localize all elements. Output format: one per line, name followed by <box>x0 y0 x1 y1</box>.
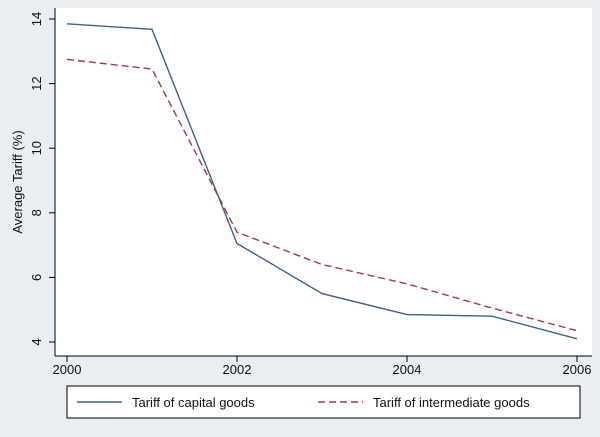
y-tick-label: 8 <box>29 209 44 216</box>
series-line-1 <box>66 23 578 340</box>
legend-label-2: Tariff of intermediate goods <box>373 395 530 410</box>
y-tick-label: 6 <box>29 274 44 281</box>
x-tick-label: 2004 <box>393 362 422 377</box>
plot-area <box>55 8 592 356</box>
x-tick-label: 2002 <box>223 362 252 377</box>
y-tick-label: 14 <box>29 12 44 26</box>
y-tick-label: 4 <box>29 338 44 345</box>
x-tick-label: 2006 <box>563 362 592 377</box>
y-tick-label: 12 <box>29 76 44 90</box>
y-tick-label: 10 <box>29 141 44 155</box>
legend-label-1: Tariff of capital goods <box>132 395 255 410</box>
y-axis-label: Average Tariff (%) <box>10 130 25 233</box>
x-tick-label: 2000 <box>53 362 82 377</box>
